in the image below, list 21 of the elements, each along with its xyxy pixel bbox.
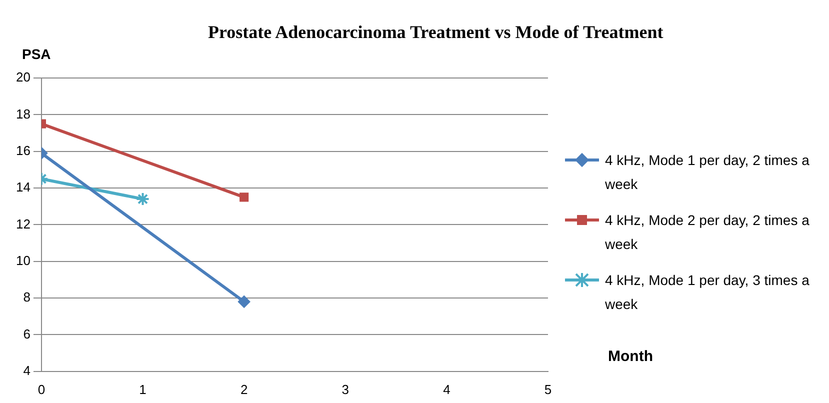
x-tick-label: 5 — [544, 382, 552, 397]
y-axis-title: PSA — [22, 46, 51, 62]
y-tick-label: 16 — [16, 142, 30, 158]
x-tick-label: 1 — [139, 382, 146, 397]
y-tick-label: 14 — [16, 180, 30, 195]
y-tick-label: 10 — [16, 252, 30, 268]
legend-label: 4 kHz, Mode 1 per day, 2 times a week — [605, 151, 810, 194]
y-tick-label: 20 — [16, 70, 30, 85]
x-axis-title: Month — [608, 348, 653, 365]
legend-label: 4 kHz, Mode 1 per day, 3 times a week — [605, 271, 810, 314]
y-tick-label: 4 — [23, 362, 30, 378]
y-tick-label: 18 — [16, 106, 30, 122]
chart-title: Prostate Adenocarcinoma Treatment vs Mode of Treatment — [208, 22, 664, 43]
x-tick-label: 0 — [38, 382, 46, 397]
x-tick-label: 3 — [342, 382, 349, 397]
y-tick-label: 12 — [16, 216, 30, 232]
legend-label: 4 kHz, Mode 2 per day, 2 times a week — [605, 211, 810, 254]
x-tick-label: 4 — [443, 382, 450, 397]
y-tick-label: 6 — [23, 326, 30, 342]
y-tick-label: 8 — [23, 290, 30, 305]
x-tick-label: 2 — [240, 382, 248, 397]
